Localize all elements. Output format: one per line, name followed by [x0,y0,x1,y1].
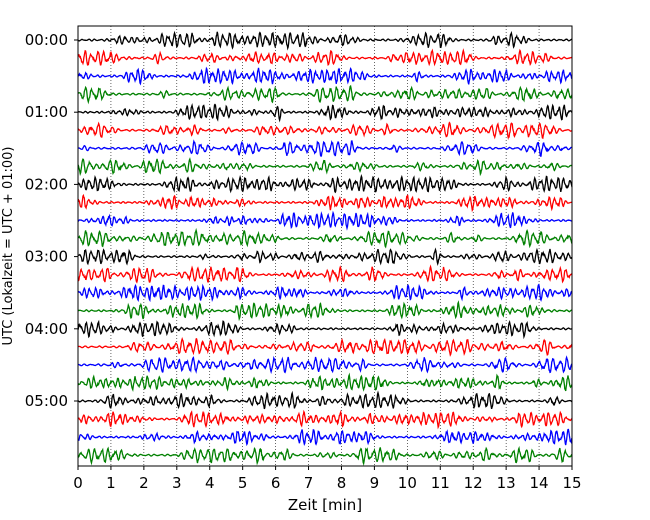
trace-row [77,30,573,51]
grid [110,26,540,466]
trace-row [77,157,573,177]
trace-row [77,210,573,231]
x-tick-label: 11 [431,474,450,492]
trace-row [77,283,573,303]
trace-row [77,193,573,213]
trace-row [77,48,573,67]
x-tick-label: 14 [530,474,549,492]
x-tick-label: 12 [464,474,483,492]
x-tick-label: 10 [398,474,417,492]
trace-row [77,428,573,447]
x-tick-label: 8 [337,474,347,492]
trace-row [77,102,573,123]
x-axis: 0 1 2 3 4 5 6 7 8 9 10 11 12 13 14 15 [73,466,582,492]
trace-row [77,355,573,375]
x-tick-label: 3 [172,474,182,492]
x-tick-label: 5 [238,474,248,492]
y-tick-label: 01:00 [25,103,68,121]
trace-row [77,409,573,430]
y-tick-label: 00:00 [25,31,68,49]
x-tick-label: 2 [139,474,149,492]
y-axis-label: UTC (Lokalzeit = UTC + 01:00) [1,147,16,346]
plot-frame [77,25,573,467]
trace-row [77,227,573,249]
y-tick-label: 02:00 [25,175,68,193]
y-tick-label: 05:00 [25,392,68,410]
x-tick-label: 13 [497,474,516,492]
trace-row [77,445,573,466]
x-tick-label: 4 [205,474,215,492]
trace-row [77,121,573,141]
x-tick-label: 9 [370,474,380,492]
trace-row [77,139,573,157]
trace-row [77,300,573,322]
x-tick-label: 6 [271,474,281,492]
x-axis-label: Zeit [min] [288,496,362,514]
y-tick-label: 04:00 [25,320,68,338]
trace-row [77,264,573,284]
x-tick-label: 7 [304,474,314,492]
trace-row [77,84,573,105]
trace-row [77,66,573,86]
trace-row [77,390,573,410]
trace-row [77,174,573,194]
plot-area [78,26,572,466]
x-tick-label: 15 [562,474,581,492]
x-tick-label: 0 [73,474,83,492]
trace-row [77,372,573,392]
y-tick-label: 03:00 [25,248,68,266]
trace-row [77,247,573,267]
trace-row [77,319,573,340]
trace-row [77,337,573,357]
x-tick-label: 1 [106,474,116,492]
traces [77,30,573,466]
y-axis: 00:00 01:00 02:00 03:00 04:00 05:00 [25,31,78,410]
